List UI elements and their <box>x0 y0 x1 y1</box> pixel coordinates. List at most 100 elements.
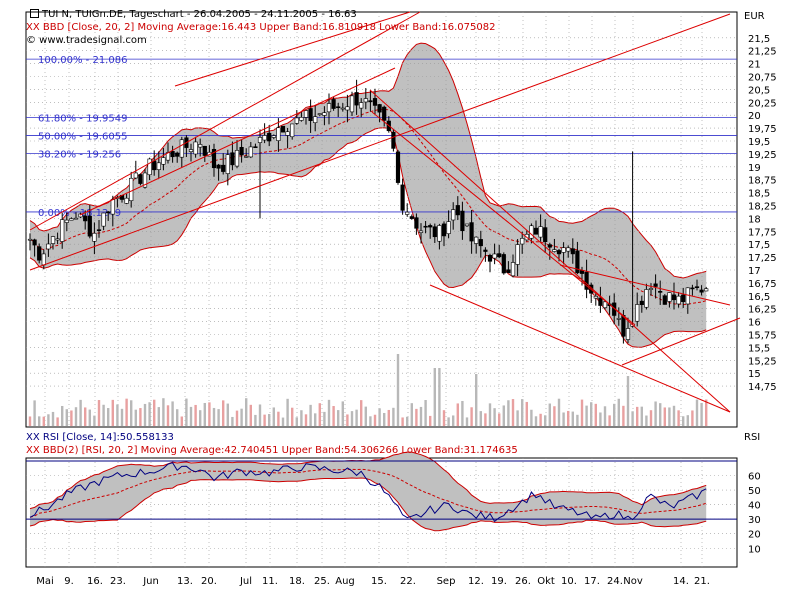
price-tick-label: 21,5 <box>748 34 770 45</box>
volume-bar <box>659 403 662 426</box>
currency-label: EUR <box>744 11 765 22</box>
volume-bar <box>212 407 216 426</box>
rsi-legend: XX RSI [Close, 14]:50.558133 <box>26 432 174 444</box>
candle-body <box>451 209 456 221</box>
rsi-tick-label: 30 <box>748 515 761 526</box>
volume-bar <box>677 410 680 426</box>
volume-bar <box>245 398 248 426</box>
volume-bar <box>383 412 386 426</box>
volume-bar <box>498 413 501 426</box>
volume-bar <box>613 403 616 426</box>
volume-bar <box>410 403 413 426</box>
candle-body <box>510 262 516 277</box>
x-tick-label: 21. <box>694 576 710 587</box>
volume-bar <box>705 399 708 426</box>
candle-body <box>101 212 106 227</box>
x-tick-label: 18. <box>289 576 305 587</box>
candle-body <box>533 227 539 235</box>
volume-bar <box>176 409 179 426</box>
x-tick-label: 23. <box>110 576 126 587</box>
candle-body <box>133 172 138 179</box>
volume-bar <box>74 407 78 426</box>
bbd-icon: XX <box>26 22 40 33</box>
volume-bar <box>424 399 427 426</box>
volume-bar <box>323 411 326 426</box>
candle-body <box>193 141 198 155</box>
candle-body <box>152 160 157 171</box>
volume-bar <box>249 404 252 426</box>
price-tick-label: 20,25 <box>748 98 777 109</box>
volume-bar <box>479 411 482 426</box>
volume-bar <box>369 416 372 426</box>
rsi-line <box>29 462 707 523</box>
candle-body <box>543 227 548 243</box>
x-tick-label: 14. <box>673 576 689 587</box>
candle-body <box>648 288 654 290</box>
volume-bar <box>631 411 634 426</box>
rsi-tick-label: 60 <box>748 472 761 483</box>
volume-bar <box>553 406 556 426</box>
candle-body <box>662 295 667 305</box>
candle-body <box>87 215 92 237</box>
candle-body <box>423 225 428 228</box>
candle-body <box>124 197 129 204</box>
x-tick-label: 25. <box>314 576 330 587</box>
price-tick-label: 18,5 <box>748 189 770 200</box>
candle-body <box>418 230 424 233</box>
volume-bar <box>254 414 257 426</box>
candle-body <box>584 271 589 290</box>
candle-body <box>202 145 207 156</box>
volume-bar <box>70 410 73 426</box>
volume-bar <box>488 403 492 426</box>
candle-body <box>685 287 690 305</box>
volume-bar <box>470 407 473 426</box>
volume-bar <box>291 407 294 426</box>
candle-body <box>50 236 56 244</box>
volume-bar <box>360 400 363 426</box>
candle-body <box>271 135 276 138</box>
trend-line <box>369 89 731 413</box>
volume-bar <box>507 400 510 426</box>
candle-body <box>372 98 378 106</box>
candle-body <box>368 100 373 103</box>
candle-body <box>446 221 451 235</box>
price-tick-label: 16,5 <box>748 292 770 303</box>
volume-bar <box>622 405 625 426</box>
volume-bar <box>226 403 229 426</box>
bbd-legend: XX BBD [Close, 20, 2] Moving Average:16.… <box>26 22 495 34</box>
price-tick-label: 18,25 <box>748 202 777 213</box>
x-tick-label: Okt <box>537 576 555 587</box>
rsi-axis-label: RSI <box>744 432 761 443</box>
volume-bar <box>406 416 409 426</box>
volume-bar <box>415 408 418 426</box>
candle-body <box>308 108 313 121</box>
candle-body <box>432 226 437 238</box>
price-tick-label: 21,25 <box>748 47 777 58</box>
candle-body <box>616 318 621 320</box>
volume-bar <box>268 413 271 426</box>
candle-body <box>391 131 396 149</box>
volume-bar <box>143 403 147 426</box>
candle-body <box>78 213 83 218</box>
volume-bar <box>461 400 464 426</box>
x-tick-label: Jul <box>239 576 252 587</box>
volume-bar <box>222 400 225 426</box>
candle-body <box>492 253 497 259</box>
candle-body <box>671 294 677 301</box>
price-tick-label: 21 <box>748 60 761 71</box>
x-tick-label: 17. <box>584 576 600 587</box>
volume-bar <box>208 402 211 426</box>
volume-bar <box>700 402 703 426</box>
candle-body <box>147 158 152 176</box>
candle-body <box>280 125 286 133</box>
candle-body <box>225 154 230 174</box>
volume-bar <box>447 417 450 426</box>
x-tick-label: 9. <box>64 576 74 587</box>
rsi-tick-label: 50 <box>748 486 761 497</box>
rsi-lower-band <box>29 477 707 532</box>
candle-body <box>570 248 575 255</box>
x-tick-label: 19. <box>491 576 507 587</box>
volume-bar <box>277 411 280 426</box>
volume-bar <box>502 405 505 426</box>
volume-bar <box>576 414 579 426</box>
